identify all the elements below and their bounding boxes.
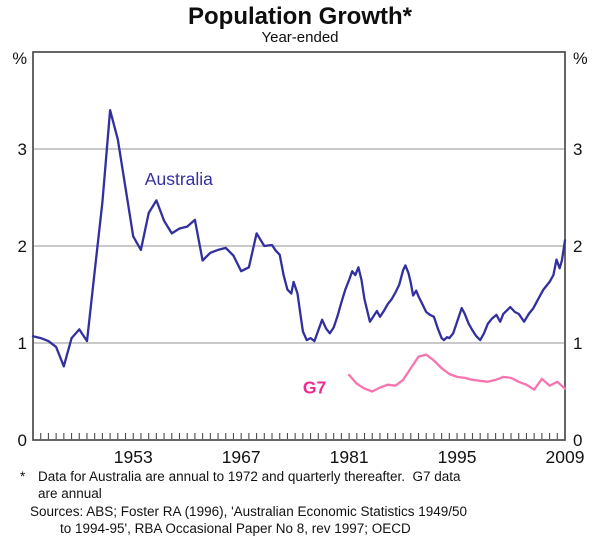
series-label-australia: Australia (145, 169, 213, 189)
y-axis-unit-left: % (12, 50, 27, 68)
series-label-g7: G7 (303, 377, 326, 397)
x-axis-label-1953: 1953 (114, 447, 153, 467)
y-axis-label-left-3: 3 (18, 140, 27, 159)
y-axis-label-right-2: 2 (573, 237, 582, 256)
y-axis-label-right-3: 3 (573, 140, 582, 159)
x-axis-label-2009: 2009 (546, 447, 585, 467)
page-subtitle: Year-ended (261, 29, 339, 46)
footnote-line-2: are annual (38, 486, 102, 501)
x-axis-label-1981: 1981 (330, 447, 369, 467)
series-line-g7 (347, 353, 567, 393)
footnote-line-1: Data for Australia are annual to 1972 an… (38, 469, 461, 484)
sources-line-1: Sources: ABS; Foster RA (1996), 'Austral… (30, 504, 468, 519)
y-axis-label-left-1: 1 (18, 334, 27, 353)
x-axis-label-1995: 1995 (438, 447, 477, 467)
y-axis-label-left-2: 2 (18, 237, 27, 256)
y-axis-unit-right: % (573, 50, 588, 68)
sources-line-2: to 1994-95', RBA Occasional Paper No 8, … (60, 521, 411, 536)
page-title: Population Growth* (188, 3, 412, 30)
y-axis-label-right-0: 0 (573, 431, 582, 450)
footnote-marker: * (20, 469, 26, 484)
x-axis-label-1967: 1967 (222, 447, 261, 467)
y-axis-label-left-0: 0 (18, 431, 27, 450)
y-axis-label-right-1: 1 (573, 334, 582, 353)
series-line-australia (31, 109, 567, 368)
